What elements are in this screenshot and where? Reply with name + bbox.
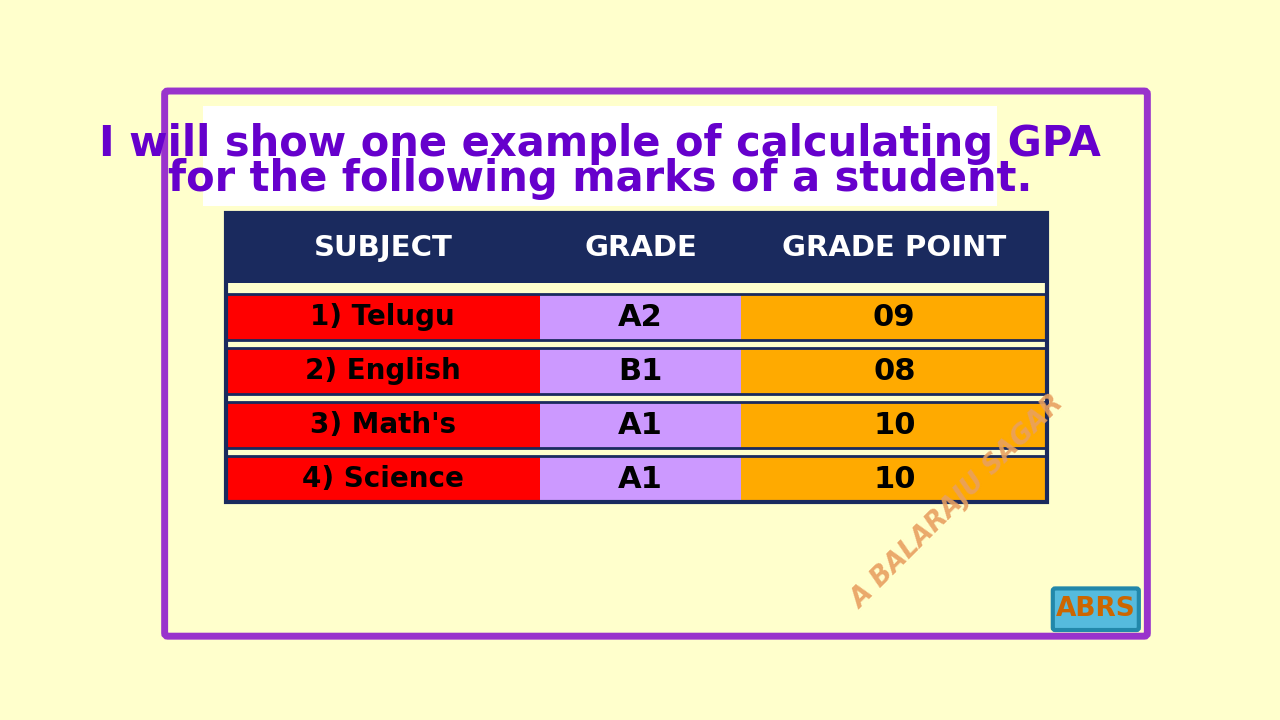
Bar xyxy=(225,294,540,341)
Text: 09: 09 xyxy=(873,303,915,332)
Text: B1: B1 xyxy=(618,357,663,386)
FancyBboxPatch shape xyxy=(165,91,1147,636)
Text: for the following marks of a student.: for the following marks of a student. xyxy=(168,158,1032,199)
Text: 3) Math's: 3) Math's xyxy=(310,411,456,439)
FancyBboxPatch shape xyxy=(1053,588,1139,630)
Text: A1: A1 xyxy=(618,464,663,494)
Text: 10: 10 xyxy=(873,464,915,494)
Text: SUBJECT: SUBJECT xyxy=(314,234,452,262)
Text: 10: 10 xyxy=(873,410,915,440)
Text: I will show one example of calculating GPA: I will show one example of calculating G… xyxy=(99,123,1101,165)
Text: 2) English: 2) English xyxy=(305,357,461,385)
Bar xyxy=(225,456,540,503)
Bar xyxy=(225,402,540,449)
Bar xyxy=(225,348,1047,395)
Text: A2: A2 xyxy=(618,303,663,332)
Text: GRADE POINT: GRADE POINT xyxy=(782,234,1006,262)
Bar xyxy=(225,402,1047,449)
Bar xyxy=(741,348,1047,395)
FancyBboxPatch shape xyxy=(202,106,997,206)
Text: 08: 08 xyxy=(873,357,915,386)
Bar xyxy=(540,348,741,395)
Bar xyxy=(225,348,540,395)
Bar xyxy=(540,402,741,449)
Text: 1) Telugu: 1) Telugu xyxy=(311,303,456,331)
Bar xyxy=(741,294,1047,341)
Bar xyxy=(741,402,1047,449)
Text: GRADE: GRADE xyxy=(584,234,696,262)
Text: ABRS: ABRS xyxy=(1056,596,1135,622)
Bar xyxy=(225,213,1047,502)
Text: A BALARAJU SAGAR: A BALARAJU SAGAR xyxy=(846,390,1070,614)
Bar xyxy=(225,294,1047,341)
Bar xyxy=(225,213,1047,283)
Text: A1: A1 xyxy=(618,410,663,440)
Text: 4) Science: 4) Science xyxy=(302,465,463,493)
Bar xyxy=(225,456,1047,503)
Bar xyxy=(540,456,741,503)
Bar xyxy=(741,456,1047,503)
Bar xyxy=(540,294,741,341)
